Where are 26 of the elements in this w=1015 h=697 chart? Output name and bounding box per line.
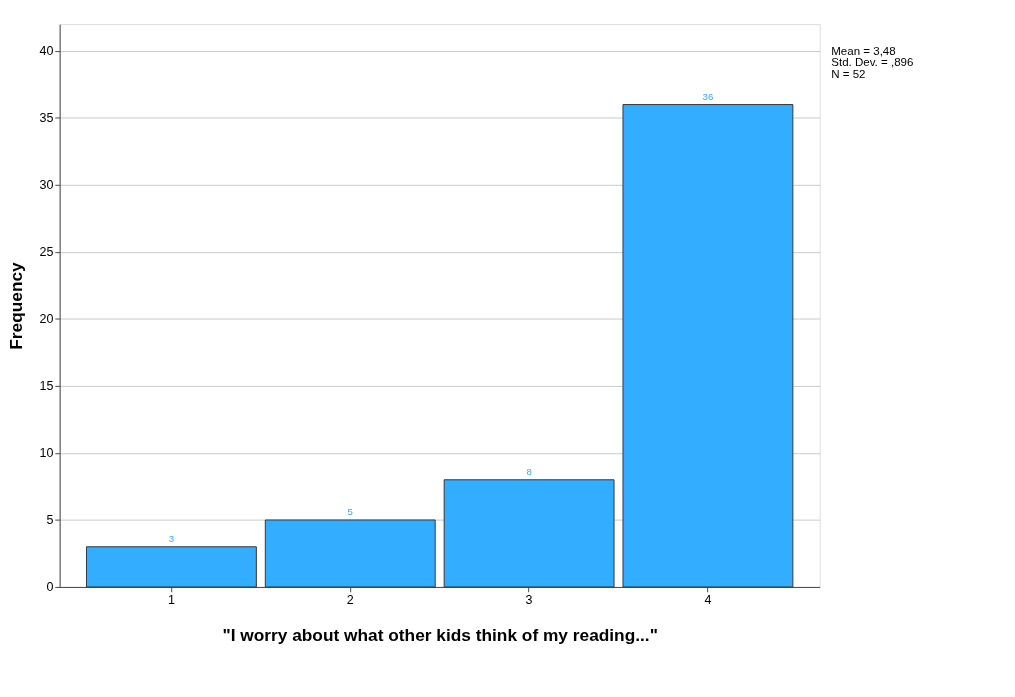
y-tick-label: 0 xyxy=(46,580,54,595)
x-tick-label: 4 xyxy=(704,592,712,607)
y-tick-label: 25 xyxy=(39,245,54,260)
y-tick-label: 15 xyxy=(39,379,54,394)
data-label: 5 xyxy=(347,506,353,518)
text: Std. Dev. = ,896 xyxy=(831,56,914,69)
y-tick-label: 10 xyxy=(39,446,54,461)
data-label: 8 xyxy=(526,465,532,477)
y-tick-label: 20 xyxy=(39,312,54,327)
y-axis-title: Frequency xyxy=(6,261,27,350)
x-tick-label: 1 xyxy=(167,592,175,607)
y-tick-label: 40 xyxy=(39,44,54,59)
text: N = 52 xyxy=(831,68,866,81)
y-tick-label: 5 xyxy=(46,513,54,528)
x-tick-label: 3 xyxy=(525,592,533,607)
bar xyxy=(85,546,257,588)
data-label: 3 xyxy=(168,532,175,544)
bar xyxy=(264,519,436,588)
y-tick-label: 35 xyxy=(39,111,54,126)
data-label: 36 xyxy=(702,90,714,102)
x-tick-label: 2 xyxy=(346,592,354,607)
bar xyxy=(622,104,794,588)
bar xyxy=(443,479,615,588)
y-tick-label: 30 xyxy=(39,178,54,193)
x-axis-title: "I worry about what other kids think of my reading..." xyxy=(222,625,658,646)
text: Mean = 3,48 xyxy=(831,44,896,57)
